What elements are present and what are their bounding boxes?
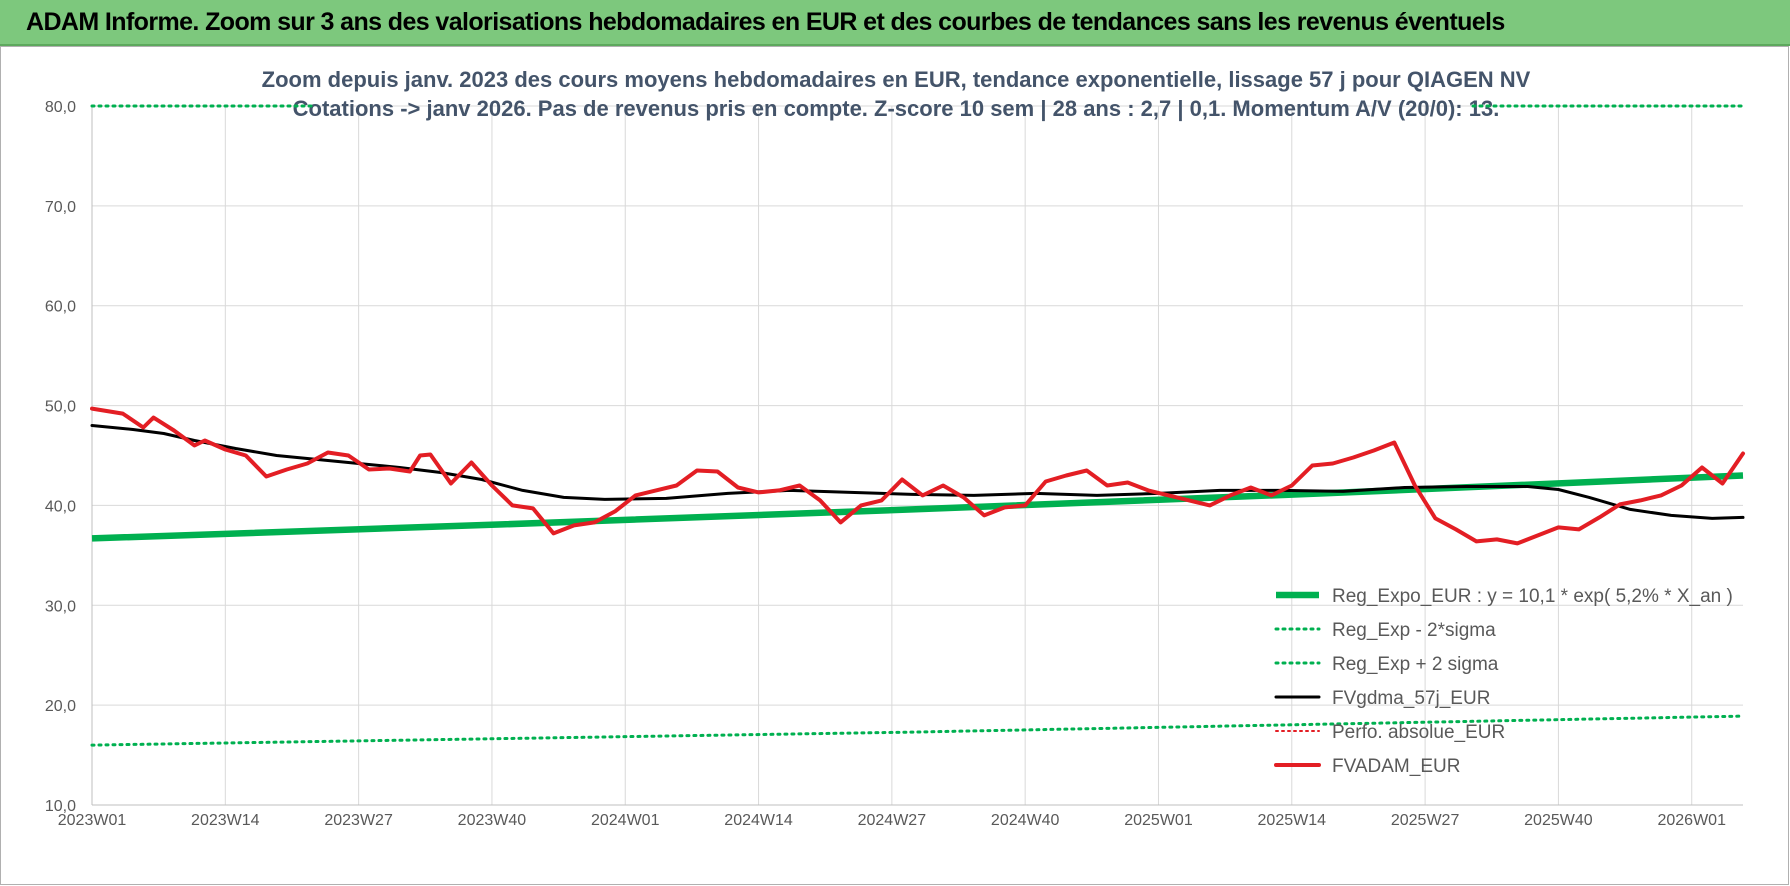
x-tick-label: 2025W27: [1391, 812, 1460, 829]
series-reg-expo-line: [91, 472, 1744, 542]
series-group: [90, 104, 1745, 747]
y-tick-label: 20,0: [45, 698, 76, 715]
x-tick-label: 2023W14: [191, 812, 260, 829]
y-tick-label: 40,0: [45, 498, 76, 515]
legend-label: Reg_Exp + 2 sigma: [1332, 654, 1499, 675]
x-tick-label: 2025W14: [1258, 812, 1327, 829]
chart-svg: 10,0 20,0 30,0 40,0 50,0 60,0 70,0 80,0 2023W01 2…: [45, 67, 1745, 829]
axes: 10,0 20,0 30,0 40,0 50,0 60,0 70,0 80,0 2023W01 2…: [45, 99, 1743, 829]
series-reg-exp-minus-2sigma-line: [90, 714, 1745, 747]
x-tick-label: 2023W40: [458, 812, 527, 829]
x-tick-label: 2026W01: [1657, 812, 1726, 829]
legend-label: FVADAM_EUR: [1332, 756, 1460, 777]
legend-label: Perfo. absolue_EUR: [1332, 722, 1505, 743]
legend-label: FVgdma_57j_EUR: [1332, 688, 1490, 709]
legend-label: Reg_Exp - 2*sigma: [1332, 620, 1496, 641]
x-tick-label: 2023W01: [58, 812, 127, 829]
y-tick-label: 10,0: [45, 798, 76, 815]
chart-title-line-1: Zoom depuis janv. 2023 des cours moyens …: [262, 67, 1531, 92]
x-tick-label: 2023W27: [324, 812, 393, 829]
header-banner: ADAM Informe. Zoom sur 3 ans des valoris…: [0, 0, 1790, 46]
chart-frame: 10,0 20,0 30,0 40,0 50,0 60,0 70,0 80,0 2023W01 2…: [0, 46, 1789, 885]
banner-title: ADAM Informe. Zoom sur 3 ans des valoris…: [26, 8, 1505, 36]
y-tick-label: 50,0: [45, 399, 76, 416]
y-tick-label: 30,0: [45, 598, 76, 615]
grid: [91, 105, 1743, 806]
series-fvgdma-line: [90, 424, 1745, 520]
x-tick-label: 2025W01: [1124, 812, 1193, 829]
x-tick-label: 2024W27: [858, 812, 927, 829]
x-tick-label: 2024W14: [724, 812, 793, 829]
series-fvadam-line: [90, 406, 1745, 546]
legend: Reg_Expo_EUR : y = 10,1 * exp( 5,2% * X_…: [1274, 586, 1733, 777]
chart-title-line-2: Cotations -> janv 2026. Pas de revenus p…: [293, 96, 1500, 121]
y-tick-label: 70,0: [45, 199, 76, 216]
x-tick-label: 2024W40: [991, 812, 1060, 829]
x-tick-label: 2025W40: [1524, 812, 1593, 829]
legend-label: Reg_Expo_EUR : y = 10,1 * exp( 5,2% * X_…: [1332, 586, 1733, 607]
x-tick-label: 2024W01: [591, 812, 660, 829]
y-tick-label: 60,0: [45, 299, 76, 316]
y-tick-label: 80,0: [45, 99, 76, 116]
